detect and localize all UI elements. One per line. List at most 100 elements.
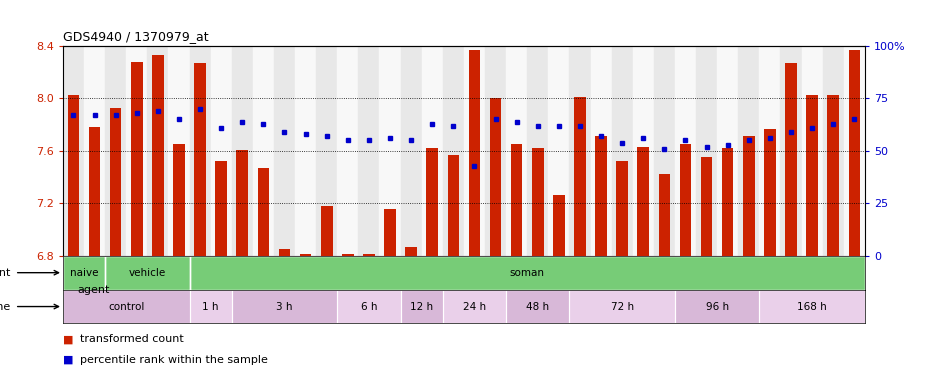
Bar bbox=[300, 255, 312, 256]
Text: 168 h: 168 h bbox=[797, 301, 827, 311]
Bar bbox=[469, 50, 480, 256]
Bar bbox=[822, 46, 844, 256]
Bar bbox=[659, 174, 671, 256]
Bar bbox=[785, 63, 796, 256]
Bar bbox=[405, 247, 417, 256]
Bar bbox=[759, 46, 781, 256]
Bar bbox=[807, 94, 818, 256]
Bar bbox=[743, 136, 755, 256]
Bar bbox=[300, 255, 312, 256]
Bar bbox=[364, 255, 375, 256]
Bar bbox=[527, 46, 549, 256]
Bar bbox=[68, 94, 80, 256]
Text: 96 h: 96 h bbox=[706, 301, 729, 311]
Bar bbox=[232, 46, 253, 256]
Bar bbox=[807, 94, 818, 256]
Bar bbox=[110, 108, 121, 256]
Bar bbox=[828, 94, 839, 256]
Text: 1 h: 1 h bbox=[203, 301, 219, 311]
Bar bbox=[532, 148, 544, 256]
Bar bbox=[168, 46, 190, 256]
Bar bbox=[633, 46, 654, 256]
Text: vehicle: vehicle bbox=[129, 268, 166, 278]
Bar bbox=[426, 148, 438, 256]
Bar bbox=[105, 46, 126, 256]
Text: 72 h: 72 h bbox=[610, 301, 634, 311]
Bar bbox=[443, 46, 463, 256]
Bar bbox=[463, 46, 485, 256]
Bar bbox=[257, 168, 269, 256]
Bar bbox=[596, 136, 607, 256]
Bar bbox=[553, 195, 564, 256]
Bar bbox=[190, 46, 211, 256]
Bar bbox=[422, 46, 443, 256]
Bar bbox=[611, 46, 633, 256]
Bar bbox=[173, 144, 185, 256]
Bar bbox=[448, 155, 459, 256]
Bar bbox=[553, 195, 564, 256]
Bar bbox=[574, 97, 586, 256]
Bar bbox=[485, 46, 506, 256]
Text: transformed count: transformed count bbox=[80, 334, 183, 344]
Text: agent: agent bbox=[0, 268, 11, 278]
Bar bbox=[147, 46, 168, 256]
Bar bbox=[384, 209, 396, 256]
Text: ■: ■ bbox=[63, 354, 77, 365]
Text: 12 h: 12 h bbox=[410, 301, 433, 311]
Bar bbox=[722, 148, 734, 256]
Bar bbox=[785, 63, 796, 256]
Bar bbox=[680, 144, 691, 256]
Text: 6 h: 6 h bbox=[361, 301, 377, 311]
Bar bbox=[338, 46, 358, 256]
Bar bbox=[596, 136, 607, 256]
Bar bbox=[489, 98, 501, 256]
Bar bbox=[237, 150, 248, 256]
Bar bbox=[110, 108, 121, 256]
Text: ■: ■ bbox=[63, 334, 77, 344]
Bar bbox=[84, 46, 105, 256]
Bar bbox=[570, 46, 590, 256]
Bar bbox=[173, 144, 185, 256]
Text: control: control bbox=[108, 301, 144, 311]
Bar bbox=[701, 157, 712, 256]
Bar bbox=[384, 209, 396, 256]
Bar bbox=[848, 50, 860, 256]
Bar bbox=[358, 46, 379, 256]
Bar bbox=[722, 148, 734, 256]
Bar bbox=[616, 161, 628, 256]
Bar bbox=[844, 46, 865, 256]
Text: naive: naive bbox=[69, 268, 98, 278]
Bar bbox=[680, 144, 691, 256]
Bar bbox=[152, 55, 164, 256]
Bar bbox=[295, 46, 316, 256]
Bar bbox=[654, 46, 675, 256]
Bar bbox=[237, 150, 248, 256]
Bar bbox=[506, 46, 527, 256]
Bar bbox=[781, 46, 802, 256]
Bar bbox=[405, 247, 417, 256]
Bar bbox=[743, 136, 755, 256]
Text: 24 h: 24 h bbox=[462, 301, 486, 311]
Bar bbox=[257, 168, 269, 256]
Bar bbox=[426, 148, 438, 256]
Bar bbox=[63, 46, 84, 256]
Bar bbox=[321, 206, 332, 256]
Bar bbox=[848, 50, 860, 256]
Bar bbox=[590, 46, 611, 256]
Bar bbox=[68, 94, 80, 256]
Bar bbox=[131, 62, 142, 256]
Text: 3 h: 3 h bbox=[277, 301, 292, 311]
Bar bbox=[469, 50, 480, 256]
Bar bbox=[637, 147, 649, 256]
Bar bbox=[401, 46, 422, 256]
Text: GDS4940 / 1370979_at: GDS4940 / 1370979_at bbox=[63, 30, 208, 43]
Bar bbox=[616, 161, 628, 256]
Bar bbox=[278, 249, 290, 256]
Bar bbox=[489, 98, 501, 256]
Bar bbox=[511, 144, 523, 256]
Bar bbox=[764, 129, 776, 256]
Text: 48 h: 48 h bbox=[526, 301, 549, 311]
Bar bbox=[659, 174, 671, 256]
Bar bbox=[321, 206, 332, 256]
Bar bbox=[253, 46, 274, 256]
